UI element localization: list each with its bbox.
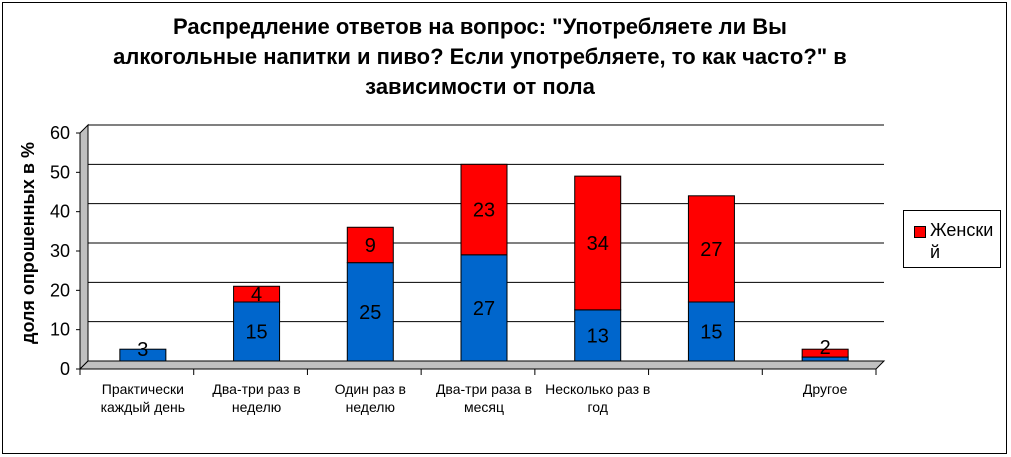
bar-segment-series-1 <box>687 301 735 362</box>
x-tick-label: Практически каждый день <box>100 381 186 415</box>
bar-segment-female <box>233 285 281 303</box>
data-label: 2 <box>820 337 831 359</box>
x-tick-label: Два-три раз в неделю <box>212 381 301 415</box>
data-label: 9 <box>365 235 376 257</box>
bar-segment-female <box>460 163 508 256</box>
legend-label-female: Женский <box>930 220 994 262</box>
chart-title: Распредление ответов на вопрос: "Употреб… <box>113 14 847 99</box>
bar-segment-female <box>574 175 622 311</box>
x-axis-floor <box>78 360 886 370</box>
bar-segment-series-1 <box>574 309 622 362</box>
data-label: 3 <box>137 339 148 361</box>
data-label: 4 <box>251 284 262 306</box>
y-axis-title: доля опрошенных в % <box>18 142 38 344</box>
data-label: 27 <box>473 298 495 320</box>
bar-segment-female <box>346 226 394 264</box>
x-tick-label: Несколько раз в год <box>545 381 651 415</box>
y-axis-wall <box>79 123 89 371</box>
y-tick-label: 50 <box>50 162 70 182</box>
data-label: 34 <box>587 233 609 255</box>
legend-swatch-female <box>914 226 926 238</box>
x-tick-label: Два-три раза в месяц <box>435 381 533 415</box>
y-tick-label: 20 <box>50 280 70 300</box>
x-tick-label: Один раз в неделю <box>334 381 406 415</box>
data-label: 27 <box>700 239 722 261</box>
y-tick-label: 60 <box>50 123 70 143</box>
y-tick-label: 10 <box>50 320 70 340</box>
data-label: 25 <box>359 302 381 324</box>
x-tick-label: Другое <box>802 381 848 397</box>
data-label: 15 <box>245 322 267 344</box>
y-tick-label: 30 <box>50 241 70 261</box>
bar-segment-series-1 <box>119 348 167 362</box>
bar-segment-series-1 <box>233 301 281 362</box>
y-tick-label: 0 <box>60 359 70 379</box>
y-tick-label: 40 <box>50 202 70 222</box>
legend: Женский <box>903 210 1001 268</box>
bar-segment-series-1 <box>346 262 394 362</box>
bar-segment-female <box>801 348 849 358</box>
data-label: 15 <box>700 322 722 344</box>
bar-segment-female <box>687 195 735 303</box>
data-label: 13 <box>587 325 609 347</box>
data-label: 23 <box>473 200 495 222</box>
bar-segment-series-1 <box>460 254 508 362</box>
